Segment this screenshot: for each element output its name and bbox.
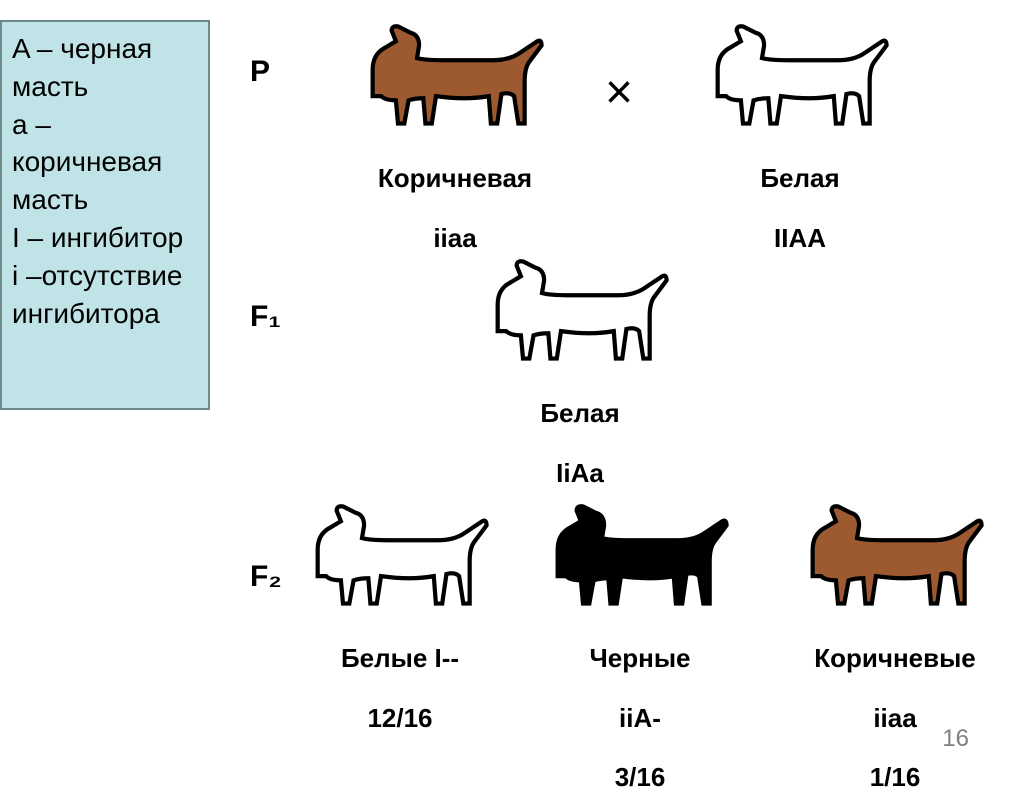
- legend-text: A – черная масть а – коричневая масть I …: [12, 30, 198, 332]
- gen-label-F1: F₁: [250, 300, 281, 334]
- dog-caption: Белая IiAa: [480, 369, 680, 489]
- dog-icon-white: [485, 255, 675, 365]
- dog-caption: Коричневая iiaa: [355, 134, 555, 254]
- cross-symbol: ×: [605, 65, 633, 120]
- gen-label-P: P: [250, 55, 270, 89]
- gen-label-F2: F₂: [250, 560, 282, 594]
- dog-icon-brown: [360, 20, 550, 130]
- dog-icon-white: [305, 500, 495, 610]
- dog-icon-black: [545, 500, 735, 610]
- dog-F1-white: Белая IiAa: [480, 255, 680, 489]
- dog-caption: Коричневые iiaa 1/16: [790, 614, 1000, 793]
- dog-caption: Черные iiA- 3/16: [540, 614, 740, 793]
- dog-F2-white: Белые I-- 12/16: [300, 500, 500, 734]
- dog-icon-white: [705, 20, 895, 130]
- page-number: 16: [942, 725, 969, 753]
- dog-P-brown: Коричневая iiaa: [355, 20, 555, 254]
- dog-icon-brown: [800, 500, 990, 610]
- dog-caption: Белые I-- 12/16: [300, 614, 500, 734]
- legend-box: A – черная масть а – коричневая масть I …: [0, 20, 210, 410]
- dog-F2-black: Черные iiA- 3/16: [540, 500, 740, 793]
- dog-P-white: Белая IIAA: [700, 20, 900, 254]
- dog-caption: Белая IIAA: [700, 134, 900, 254]
